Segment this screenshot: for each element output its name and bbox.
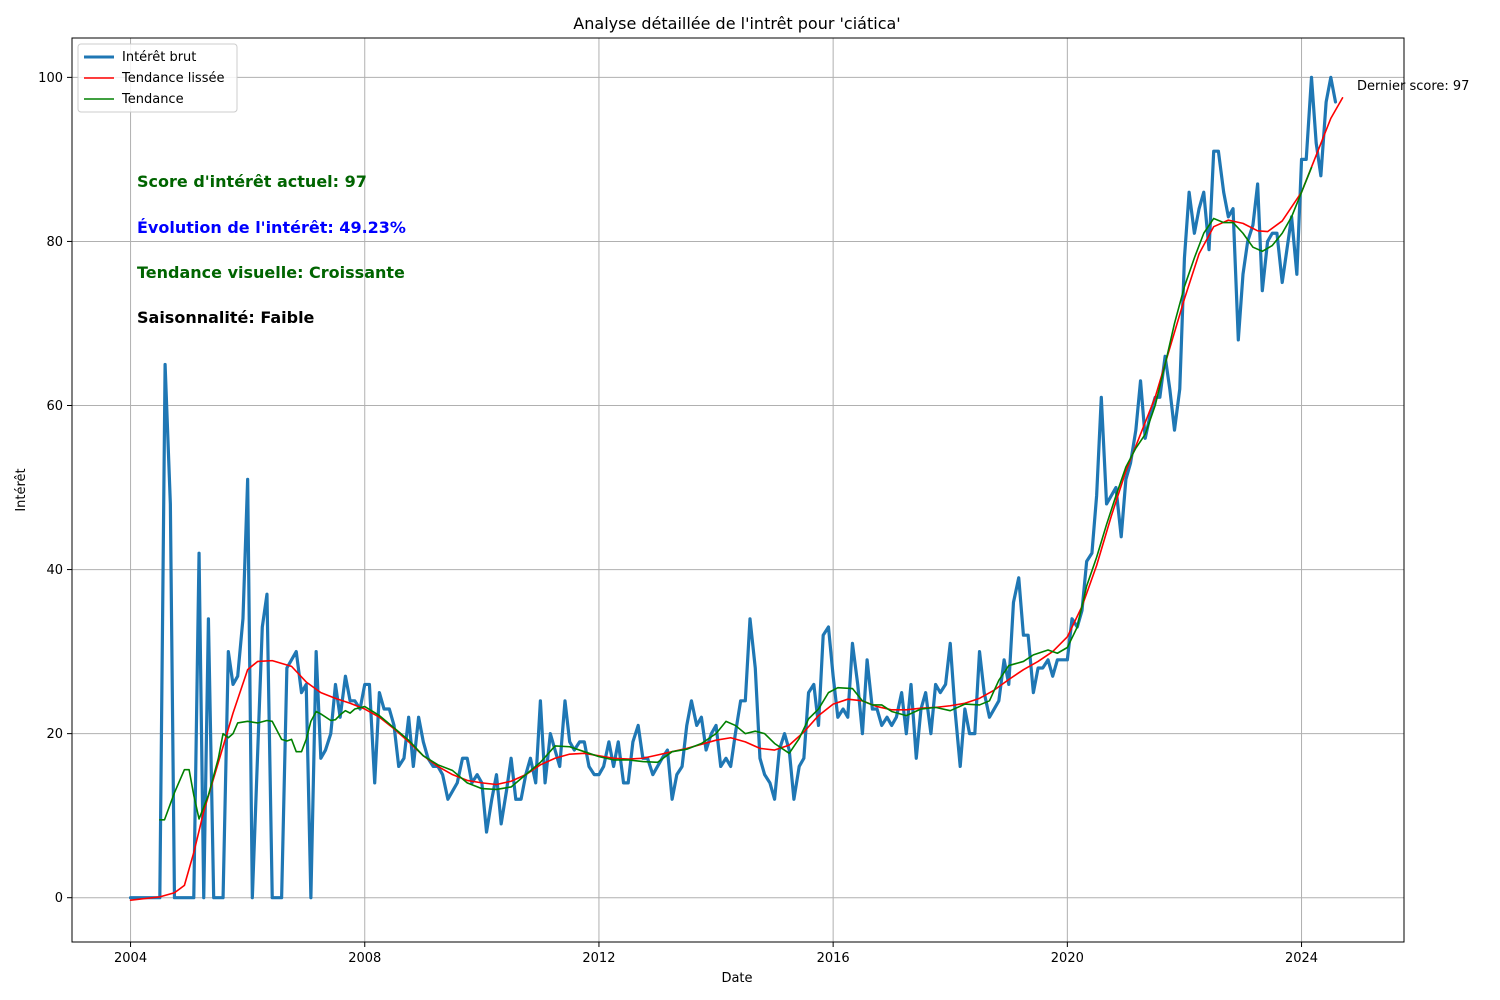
x-tick-label: 2012 — [582, 951, 615, 966]
x-axis: 2004 2008 2012 2016 2020 2024 — [114, 942, 1318, 966]
y-axis-label: Intérêt — [14, 468, 29, 511]
y-tick-label: 100 — [38, 71, 63, 86]
annotation-evolution: Évolution de l'intérêt: 49.23% — [137, 218, 406, 237]
series-line-raw — [128, 75, 1338, 900]
series-layer — [128, 75, 1344, 901]
legend: Intérêt brut Tendance lissée Tendance — [77, 43, 238, 113]
x-tick-label: 2004 — [114, 951, 147, 966]
x-tick-label: 2024 — [1285, 951, 1318, 966]
chart-title: Analyse détaillée de l'intrêt pour 'ciát… — [573, 14, 900, 33]
series-line-smooth — [129, 97, 1344, 901]
legend-label-trend: Tendance — [121, 92, 184, 107]
y-tick-label: 0 — [55, 891, 63, 906]
y-tick-label: 60 — [46, 399, 63, 414]
plot-frame — [71, 37, 1405, 943]
legend-box — [77, 43, 238, 113]
legend-label-smooth: Tendance lissée — [121, 71, 224, 86]
annotation-seasonality: Saisonnalité: Faible — [137, 308, 315, 327]
x-tick-label: 2016 — [817, 951, 850, 966]
grid — [72, 38, 1404, 942]
series-line-trend — [159, 166, 1313, 821]
y-tick-label: 40 — [46, 563, 63, 578]
annotation-trend: Tendance visuelle: Croissante — [137, 263, 405, 282]
x-axis-label: Date — [721, 971, 752, 986]
x-tick-label: 2020 — [1051, 951, 1084, 966]
x-tick-label: 2008 — [348, 951, 381, 966]
annotation-score: Score d'intérêt actuel: 97 — [137, 172, 367, 191]
y-axis: 0 20 40 60 80 100 — [38, 71, 72, 906]
y-tick-label: 20 — [46, 727, 63, 742]
annotation-last-score: Dernier score: 97 — [1357, 79, 1469, 94]
legend-label-raw: Intérêt brut — [122, 50, 196, 65]
y-tick-label: 80 — [46, 235, 63, 250]
